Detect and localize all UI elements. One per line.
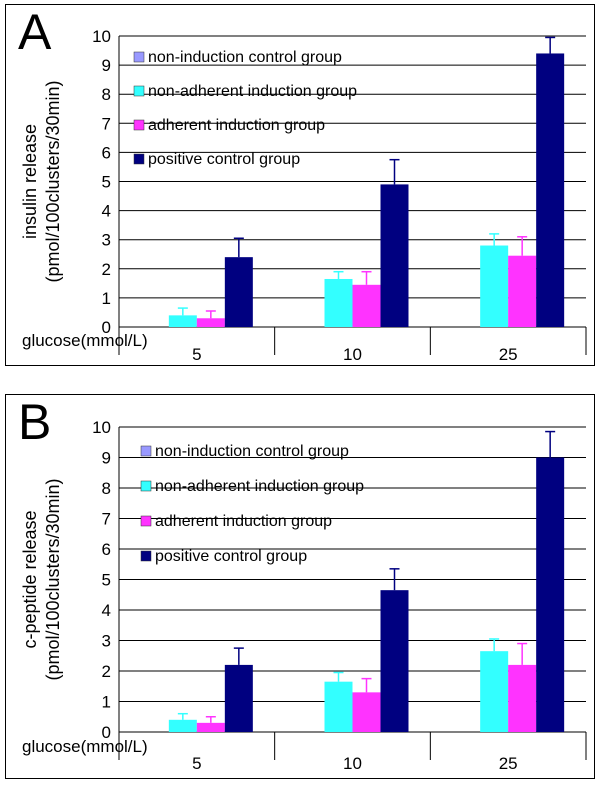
y-tick-label: 5	[102, 173, 111, 192]
panel-letter-a: A	[18, 4, 52, 60]
y-axis-label-units: (pmol/100clusters/30min)	[43, 80, 63, 282]
legend-swatch	[133, 119, 145, 131]
bar-adherent-induction-group-10	[352, 692, 381, 732]
bar-adherent-induction-group-5	[196, 722, 225, 732]
x-tick-label: 5	[192, 345, 201, 364]
legend-swatch	[140, 480, 152, 492]
bar-positive-control-group-25	[536, 457, 565, 732]
y-tick-label: 7	[102, 114, 111, 133]
y-tick-label: 2	[102, 662, 111, 681]
y-tick-label: 5	[102, 571, 111, 590]
bar-non-adherent-induction-group-5	[168, 315, 197, 327]
y-axis-label: insulin release	[20, 124, 40, 239]
x-axis-label: glucose(mmol/L)	[22, 737, 148, 756]
bar-non-adherent-induction-group-10	[324, 278, 353, 327]
y-tick-label: 4	[102, 202, 111, 221]
y-tick-label: 9	[102, 449, 111, 468]
y-tick-label: 6	[102, 143, 111, 162]
insulin-chart: 0 1 2 3 4 5 6 7 8 9 10 5 10 25 glucose(mmol/L) insulin …	[20, 27, 587, 364]
y-tick-label: 9	[102, 56, 111, 75]
legend-label: positive control group	[148, 151, 300, 168]
y-tick-label: 1	[102, 693, 111, 712]
legend-swatch	[140, 515, 152, 527]
legend-label: non-adherent induction group	[148, 83, 357, 100]
bar-non-adherent-induction-group-25	[480, 651, 509, 732]
legend-label: non-adherent induction group	[155, 478, 364, 495]
bar-positive-control-group-10	[380, 590, 409, 732]
legend-label: positive control group	[155, 548, 307, 565]
bar-positive-control-group-5	[224, 257, 253, 327]
y-axis-label-units: (pmol/100clusters/30min)	[43, 478, 63, 680]
legend-swatch	[133, 51, 145, 63]
y-tick-label: 1	[102, 289, 111, 308]
y-tick-label: 10	[92, 27, 111, 46]
bar-adherent-induction-group-10	[352, 284, 381, 327]
x-tick-label: 25	[499, 754, 518, 773]
legend-label: adherent induction group	[148, 117, 325, 134]
x-tick-label: 10	[343, 345, 362, 364]
panel-b: B 0 1 2 3 4 5 6 7 8 9 10 5 10 25 glucose(mmol/L) c-pept…	[5, 394, 595, 779]
y-tick-label: 0	[102, 318, 111, 337]
legend-swatch	[133, 153, 145, 165]
y-tick-label: 6	[102, 540, 111, 559]
c-peptide-chart: 0 1 2 3 4 5 6 7 8 9 10 5 10 25 glucose(mmol/L) c-peptid…	[20, 418, 587, 773]
x-axis-label: glucose(mmol/L)	[22, 331, 148, 350]
panel-letter-b: B	[18, 394, 52, 450]
panel-a: A 0 1 2 3 4 5 6 7 8 9 10 5 10 25 glucose(mmol/L) insuli…	[5, 4, 595, 366]
y-tick-label: 2	[102, 260, 111, 279]
legend-label: non-induction control group	[155, 443, 349, 460]
y-tick-label: 10	[92, 418, 111, 437]
y-axis-label: c-peptide release	[20, 510, 40, 648]
x-tick-label: 25	[499, 345, 518, 364]
bar-positive-control-group-10	[380, 184, 409, 327]
y-tick-label: 3	[102, 632, 111, 651]
bar-adherent-induction-group-25	[508, 664, 537, 732]
y-tick-label: 8	[102, 479, 111, 498]
y-tick-label: 0	[102, 723, 111, 742]
bar-non-adherent-induction-group-5	[168, 719, 197, 732]
bar-non-adherent-induction-group-25	[480, 245, 509, 327]
y-tick-label: 4	[102, 601, 111, 620]
y-tick-label: 7	[102, 510, 111, 529]
bar-adherent-induction-group-25	[508, 255, 537, 327]
legend-swatch	[140, 550, 152, 562]
bar-non-adherent-induction-group-10	[324, 681, 353, 732]
y-tick-label: 3	[102, 231, 111, 250]
bar-positive-control-group-25	[536, 53, 565, 328]
y-tick-label: 8	[102, 85, 111, 104]
x-tick-label: 10	[343, 754, 362, 773]
legend-swatch	[140, 445, 152, 457]
bar-positive-control-group-5	[224, 664, 253, 732]
legend-label: non-induction control group	[148, 49, 342, 66]
legend-label: adherent induction group	[155, 513, 332, 530]
legend-swatch	[133, 85, 145, 97]
bar-adherent-induction-group-5	[196, 318, 225, 327]
x-tick-label: 5	[192, 754, 201, 773]
